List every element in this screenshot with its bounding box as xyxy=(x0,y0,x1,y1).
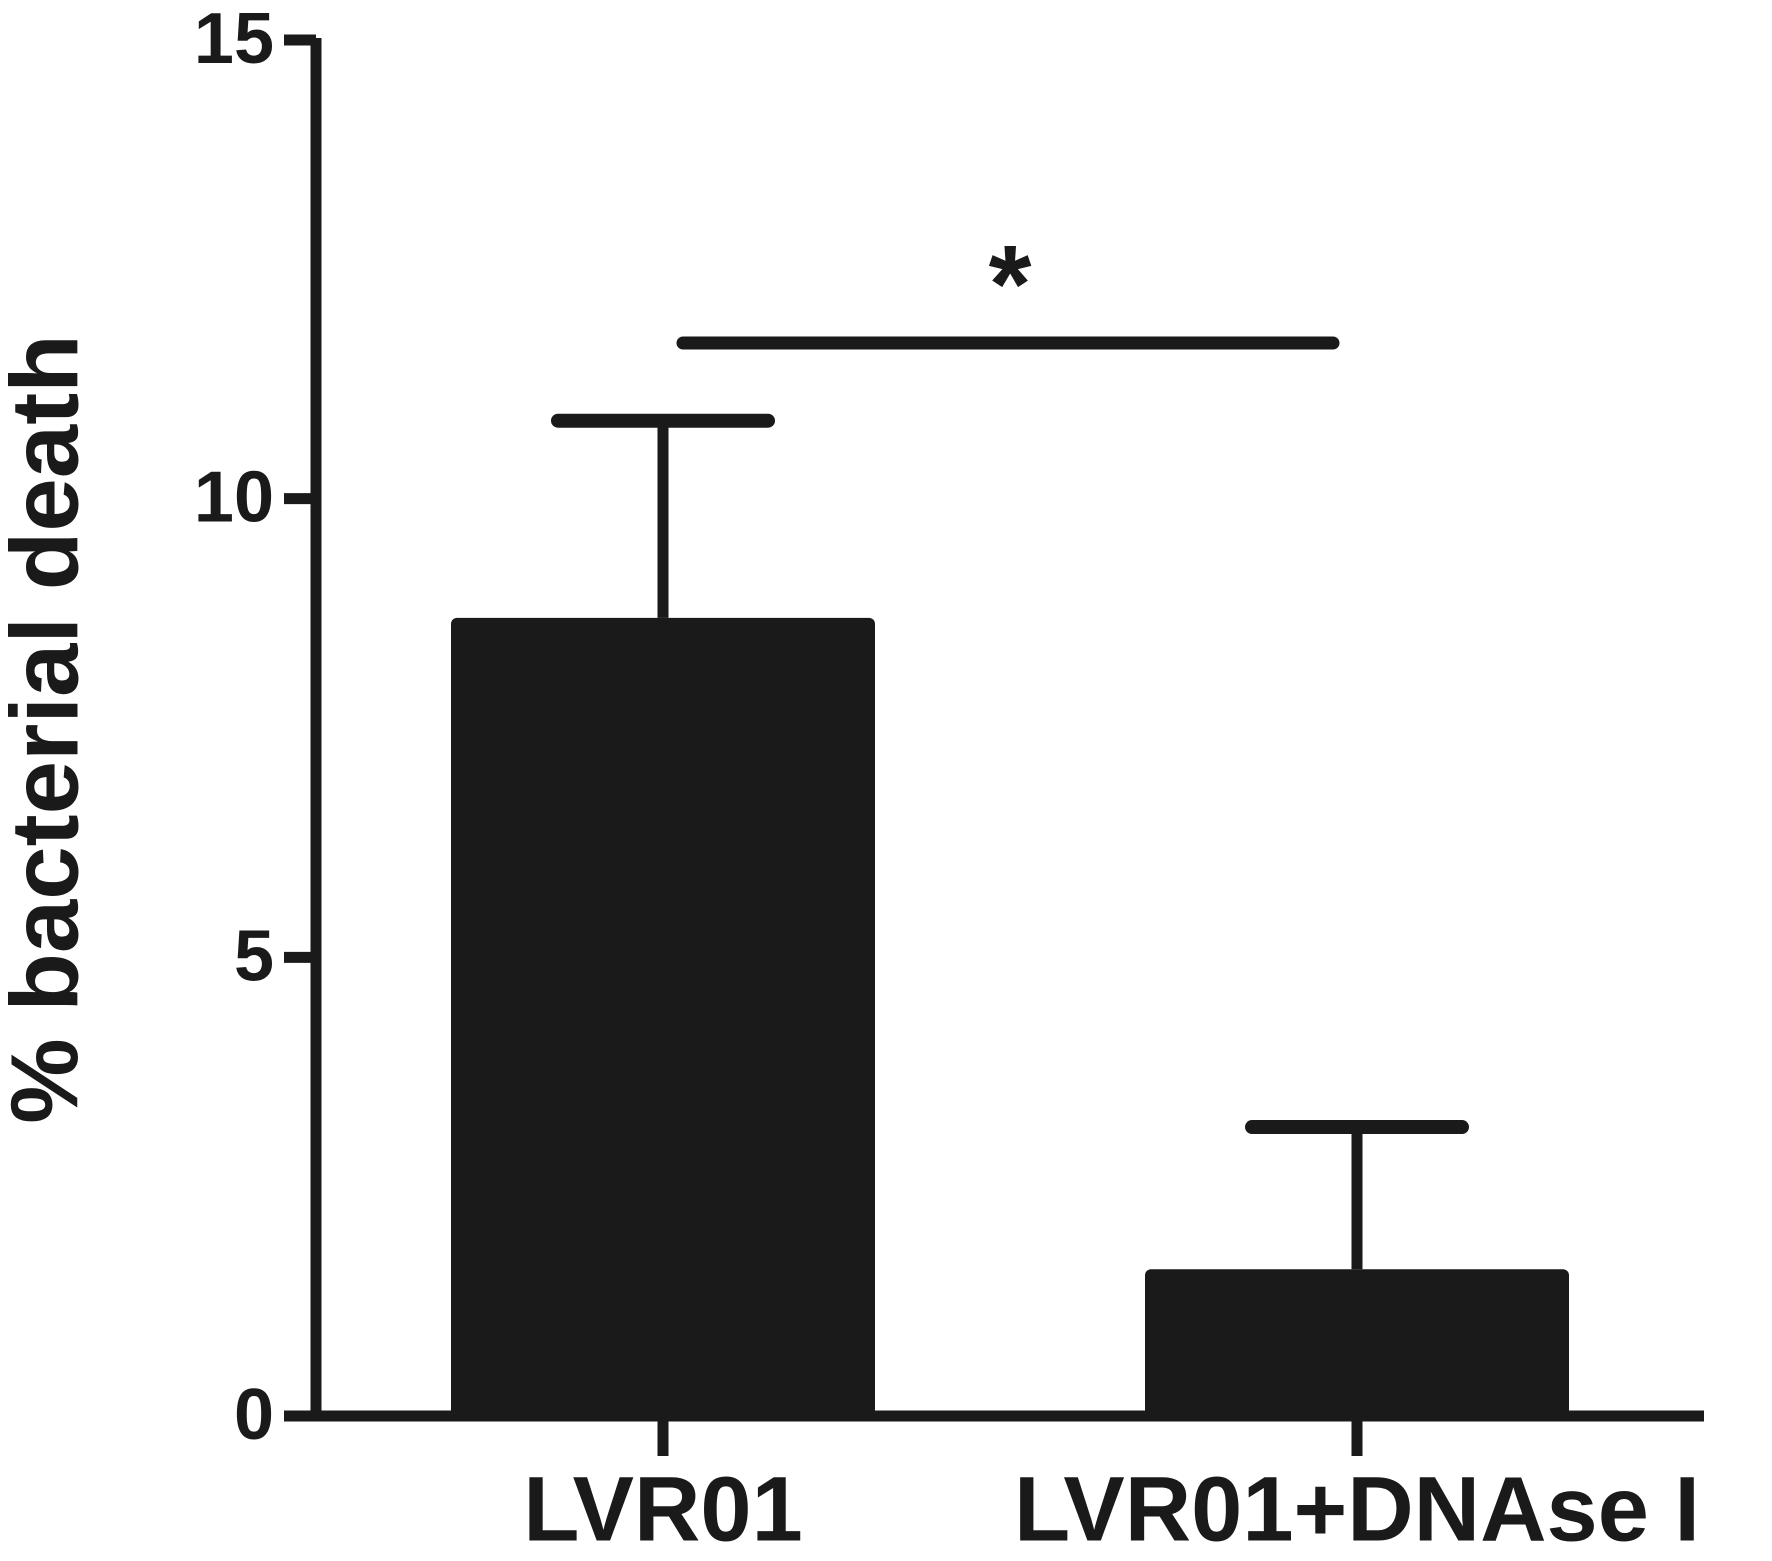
x-tick-label: LVR01+DNAse I xyxy=(1014,1458,1700,1560)
significance-marker: * xyxy=(989,223,1032,346)
bar xyxy=(1145,1269,1569,1416)
y-tick-label: 15 xyxy=(194,0,274,79)
x-tick-label: LVR01 xyxy=(523,1458,803,1560)
bar xyxy=(451,617,875,1416)
y-tick-label: 10 xyxy=(194,458,274,538)
y-axis-label: % bacterial death xyxy=(0,334,98,1124)
y-tick-label: 5 xyxy=(234,916,274,996)
y-tick-label: 0 xyxy=(234,1375,274,1455)
